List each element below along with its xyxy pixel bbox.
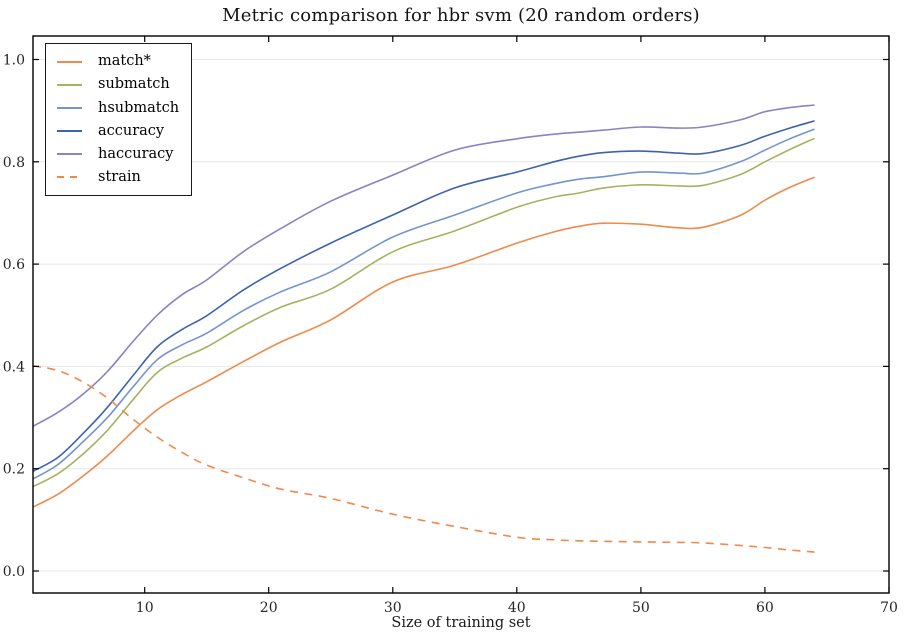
legend-label: submatch — [98, 76, 170, 93]
legend-item-hsubmatch: hsubmatch — [57, 101, 191, 116]
legend-item-accuracy: accuracy — [57, 124, 191, 139]
y-tick-label: 0.4 — [3, 359, 25, 375]
tick-marks — [33, 36, 890, 593]
legend: match* submatch hsubmatch accuracy haccuracy… — [45, 43, 192, 196]
series-line-submatch — [32, 137, 815, 488]
legend-label: match* — [98, 53, 151, 70]
x-tick-label: 10 — [136, 600, 154, 616]
x-tick-label: 60 — [756, 600, 774, 616]
legend-label: accuracy — [98, 122, 165, 139]
y-tick-label: 0.6 — [3, 257, 25, 273]
legend-line-sample — [57, 130, 82, 133]
axes-frame — [32, 35, 890, 594]
legend-item-match: match* — [57, 54, 191, 69]
legend-item-strain: strain — [57, 170, 191, 185]
legend-line-sample — [57, 60, 82, 63]
series-lines — [32, 104, 815, 553]
legend-label: strain — [98, 169, 141, 186]
legend-line-sample — [57, 106, 82, 109]
legend-line-sample — [57, 83, 82, 86]
gridlines — [33, 59, 889, 572]
legend-line-sample — [57, 176, 82, 179]
x-tick-label: 50 — [632, 600, 650, 616]
y-tick-label: 1.0 — [3, 53, 25, 69]
x-tick-label: 30 — [384, 600, 402, 616]
chart-title: Metric comparison for hbr svm (20 random… — [222, 5, 700, 26]
legend-item-submatch: submatch — [57, 77, 191, 92]
legend-item-haccuracy: haccuracy — [57, 147, 191, 162]
series-line-match* — [32, 176, 815, 508]
legend-label: hsubmatch — [98, 99, 180, 116]
y-tick-label: 0.2 — [3, 462, 25, 478]
series-line-accuracy — [32, 120, 815, 473]
x-tick-label: 70 — [880, 600, 898, 616]
legend-label: haccuracy — [98, 145, 174, 162]
series-line-haccuracy — [32, 104, 815, 427]
x-axis-label: Size of training set — [391, 615, 531, 631]
y-tick-label: 0.0 — [3, 564, 25, 580]
x-tick-label: 20 — [260, 600, 278, 616]
legend-line-sample — [57, 153, 82, 156]
tick-labels: 10 20 30 40 50 60 70 0.0 0.2 0.4 0.6 0.8 1.0 — [3, 53, 898, 617]
x-tick-label: 40 — [508, 600, 526, 616]
series-line-strain — [32, 365, 815, 553]
y-tick-label: 0.8 — [3, 155, 25, 171]
series-line-hsubmatch — [32, 128, 815, 480]
